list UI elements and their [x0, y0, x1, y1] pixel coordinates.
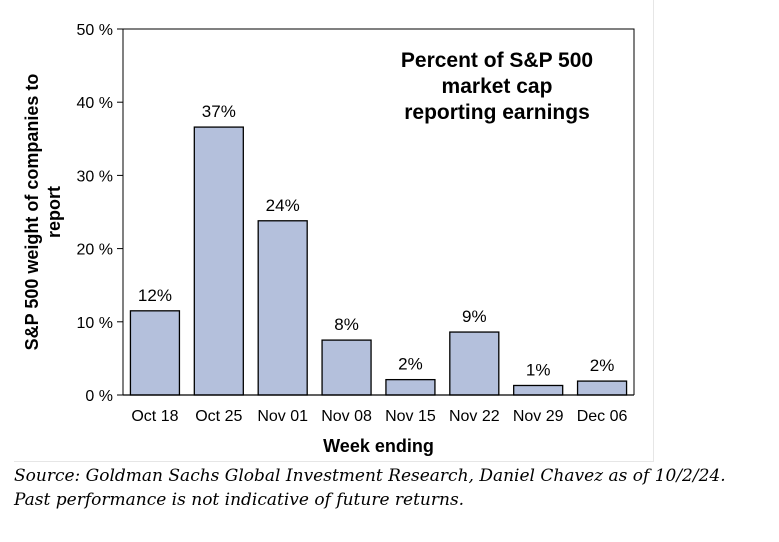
- bar-data-label: 12%: [138, 286, 172, 305]
- y-tick-label: 20 %: [77, 242, 113, 259]
- bar: [257, 220, 308, 396]
- bar-data-label: 8%: [334, 315, 359, 334]
- source-note: Source: Goldman Sachs Global Investment …: [14, 464, 774, 512]
- bar: [129, 310, 181, 396]
- y-axis-title-line: S&P 500 weight of companies to: [22, 74, 42, 351]
- plot-border: [122, 28, 635, 395]
- y-tick-label: 0 %: [85, 388, 113, 405]
- plot-area: 0 % 10 % 20 % 30 % 40 % 50 % 12% Oct 18 37% Oct 2…: [77, 22, 635, 425]
- bar: [385, 378, 436, 396]
- source-line: Source: Goldman Sachs Global Investment …: [14, 466, 726, 486]
- y-tick-label: 30 %: [77, 168, 113, 185]
- y-axis-title-line: report: [44, 186, 64, 238]
- bar: [321, 339, 372, 396]
- bar-data-label: 2%: [398, 355, 423, 374]
- bar-chart: 0 % 10 % 20 % 30 % 40 % 50 % 12% Oct 18 37% Oct 2…: [22, 22, 635, 456]
- bar: [513, 384, 564, 396]
- chart-title: Percent of S&P 500 market cap reporting ea…: [401, 49, 593, 124]
- chart-title-line: Percent of S&P 500: [401, 49, 593, 72]
- bar-data-label: 37%: [202, 102, 236, 121]
- bar: [576, 380, 628, 396]
- x-axis-title: Week ending: [323, 436, 434, 456]
- bar-data-label: 2%: [590, 356, 615, 375]
- disclaimer-line: Past performance is not indicative of fu…: [14, 490, 465, 510]
- y-axis-title: S&P 500 weight of companies to report: [22, 74, 64, 351]
- x-tick-label: Nov 15: [385, 408, 436, 425]
- y-tick-label: 50 %: [77, 22, 113, 39]
- chart-title-line: market cap: [442, 75, 553, 98]
- y-tick-label: 10 %: [77, 315, 113, 332]
- x-tick-label: Oct 25: [195, 408, 242, 425]
- x-tick-label: Nov 08: [321, 408, 372, 425]
- bar: [449, 331, 500, 396]
- x-tick-label: Nov 29: [513, 408, 564, 425]
- bar-data-label: 9%: [462, 307, 487, 326]
- y-tick-label: 40 %: [77, 95, 113, 112]
- x-tick-label: Dec 06: [577, 408, 628, 425]
- chart-title-line: reporting earnings: [404, 101, 590, 124]
- x-tick-label: Nov 22: [449, 408, 500, 425]
- bar-data-label: 24%: [266, 196, 300, 215]
- x-tick-label: Oct 18: [131, 408, 178, 425]
- bar-data-label: 1%: [526, 360, 551, 379]
- x-tick-label: Nov 01: [257, 408, 308, 425]
- chart-frame: [14, 0, 654, 462]
- bar: [193, 126, 244, 396]
